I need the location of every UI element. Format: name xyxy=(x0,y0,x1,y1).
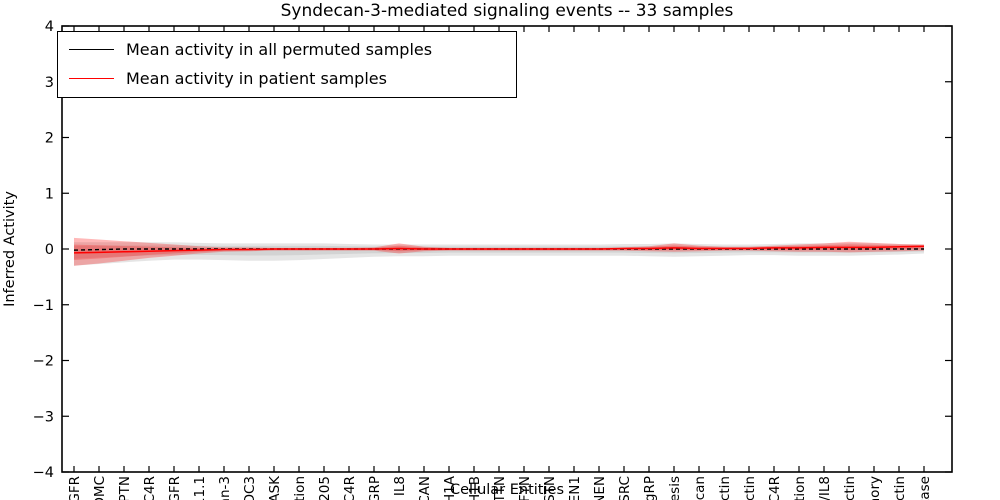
x-tick-label: Src/Cortactin xyxy=(742,476,758,500)
chart-title: Syndecan-3-mediated signaling events -- … xyxy=(280,1,734,21)
x-tick-label: long-term memory xyxy=(867,476,883,500)
x-tick-label: Syndecan-3/IL8 xyxy=(817,476,833,500)
x-tick-label: neuron projection morphogenesis xyxy=(667,476,683,500)
x-tick-label: APH1A xyxy=(442,475,458,500)
x-tick-label: FYN xyxy=(517,476,533,500)
x-tick-label: Syndecan-3/CASK xyxy=(267,475,283,500)
x-axis-label: Cellular Entities xyxy=(449,482,565,498)
x-tick-label: Syndecan-3/Fyn/Cortactin xyxy=(892,476,908,500)
x-tick-labels: EGFR POMC PTN alpha-MSH/MC4R Syndecan-3/EGFR… xyxy=(67,475,933,500)
x-tick-label: POMC xyxy=(92,476,108,500)
x-tick-label: CTTN xyxy=(492,476,508,500)
legend-line-red xyxy=(69,78,114,79)
legend-item-permuted: Mean activity in all permuted samples xyxy=(58,35,516,64)
x-tick-label: alpha-MSH/MC4R xyxy=(142,476,158,500)
y-tick-label: −3 xyxy=(33,409,54,425)
series-line-patient xyxy=(73,245,925,254)
x-tick-label: NCAN xyxy=(417,476,433,500)
x-tick-label: RP11-540L11.1 xyxy=(192,476,208,500)
x-ticks xyxy=(73,26,925,472)
x-tick-label: Syndecan-3/AgRP xyxy=(642,476,658,500)
legend-label-patient: Mean activity in patient samples xyxy=(126,69,387,88)
y-tick-label: 0 xyxy=(45,242,54,258)
y-ticks xyxy=(62,25,952,473)
y-tick-label: −1 xyxy=(33,298,54,314)
x-tick-label: Syndecan-3/AgRP/MC4R xyxy=(767,476,783,500)
y-tick-label: 3 xyxy=(45,75,54,91)
x-tick-label: APH1B xyxy=(467,476,483,500)
x-tick-label: limb bud formation xyxy=(292,476,308,500)
y-tick-label: −2 xyxy=(33,354,54,370)
legend-item-patient: Mean activity in patient samples xyxy=(58,64,516,93)
x-tick-label: Fyn/Cortactin xyxy=(717,476,733,500)
x-tick-label: positive regulation of leukocyte migrati… xyxy=(792,476,808,500)
x-tick-label: MC4R xyxy=(342,476,358,500)
x-tick-label: SRC xyxy=(617,476,633,500)
x-tick-label: GO:0007205 xyxy=(317,476,333,500)
y-tick-label: 4 xyxy=(45,19,54,35)
x-tick-label: Gamma Secretase xyxy=(917,476,933,500)
x-tick-label: PTN xyxy=(117,476,133,500)
x-tick-label: Syndecan-3/Neurocan xyxy=(692,476,708,500)
y-tick-label: 2 xyxy=(45,131,54,147)
x-tick-label: SDC3 xyxy=(242,476,258,500)
x-tick-label: PSENEN xyxy=(592,476,608,500)
x-tick-label: PSEN1 xyxy=(567,476,583,500)
x-tick-label: AGRP xyxy=(367,476,383,500)
x-tick-label: IL8 xyxy=(392,476,408,496)
x-tick-label: FGFR/FGF/Syndecan-3 xyxy=(217,476,233,500)
y-tick-label: 1 xyxy=(45,186,54,202)
legend: Mean activity in all permuted samples Me… xyxy=(57,31,517,98)
y-axis-label: Inferred Activity xyxy=(2,191,18,307)
legend-line-black xyxy=(69,49,114,50)
x-tick-label: Syndecan-3/Src/Cortactin xyxy=(842,476,858,500)
x-tick-label: Syndecan-3/EGFR xyxy=(167,476,183,500)
y-tick-label: −4 xyxy=(33,465,54,481)
y-tick-labels: 4 3 2 1 0 −1 −2 −3 −4 xyxy=(33,19,54,481)
x-tick-label: NCSTN xyxy=(542,476,558,500)
x-tick-label: EGFR xyxy=(67,476,83,500)
legend-label-permuted: Mean activity in all permuted samples xyxy=(126,40,433,59)
